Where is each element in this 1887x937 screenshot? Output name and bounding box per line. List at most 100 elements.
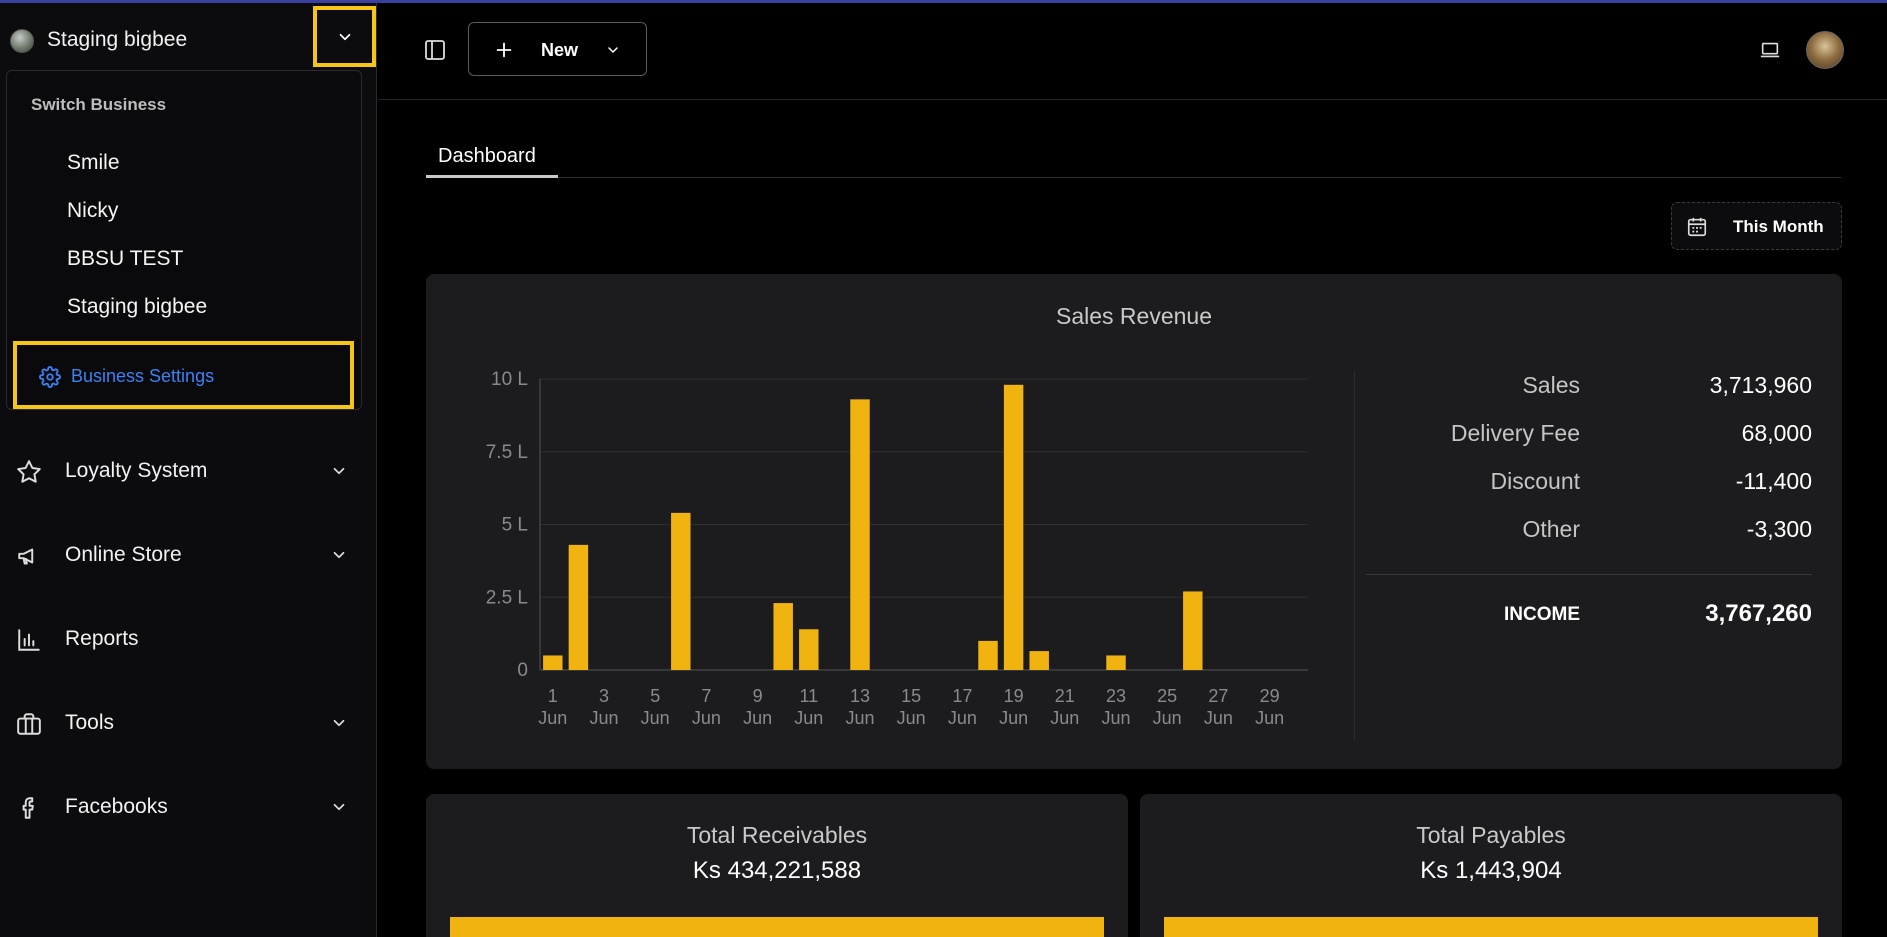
sidebar-item-reports[interactable]: Reports xyxy=(0,614,376,664)
business-settings-button[interactable]: Business Settings xyxy=(13,341,354,409)
payables-bar xyxy=(1164,917,1818,937)
business-option[interactable]: Nicky xyxy=(67,199,119,222)
business-avatar xyxy=(10,29,34,53)
bar-chart-icon xyxy=(18,629,40,651)
chevron-down-icon xyxy=(333,719,345,727)
chart-bar[interactable] xyxy=(850,399,870,670)
star-icon xyxy=(17,460,41,483)
laptop-icon[interactable] xyxy=(1758,39,1782,61)
x-tick-label: 5 Jun xyxy=(641,686,670,728)
business-option[interactable]: BBSU TEST xyxy=(67,247,184,270)
chart-summary-divider xyxy=(1354,370,1355,740)
sidebar-toggle-icon[interactable] xyxy=(423,38,447,62)
sales-revenue-chart: 0 2.5 L 5 L 7.5 L 10 L 1 Jun 3 Jun 5 Jun 7 Jun 9 Jun 11… xyxy=(486,369,1308,728)
sales-revenue-card: Sales Revenue 0 2.5 L 5 L 7.5 L 10 L 1 Jun 3 Jun… xyxy=(426,274,1842,769)
summary-label: Sales xyxy=(1522,372,1580,398)
x-tick-label: 25 Jun xyxy=(1153,686,1182,728)
x-tick-label: 7 Jun xyxy=(692,686,721,728)
x-tick-label: 3 Jun xyxy=(589,686,618,728)
megaphone-icon xyxy=(18,548,34,565)
summary-row-delivery-fee: Delivery Fee 68,000 xyxy=(1366,420,1812,450)
x-tick-label: 19 Jun xyxy=(999,686,1028,728)
facebook-icon xyxy=(22,797,34,819)
x-tick-label: 23 Jun xyxy=(1101,686,1130,728)
chart-bar[interactable] xyxy=(1029,651,1049,670)
business-switcher-toggle[interactable] xyxy=(313,6,376,67)
top-accent-line xyxy=(0,0,1887,3)
x-tick-label: 29 Jun xyxy=(1255,686,1284,728)
chart-bar[interactable] xyxy=(543,655,563,670)
x-tick-label: 13 Jun xyxy=(845,686,874,728)
sidebar-item-label: Facebooks xyxy=(65,795,168,818)
x-tick-label: 21 Jun xyxy=(1050,686,1079,728)
x-tick-label: 17 Jun xyxy=(948,686,977,728)
sidebar-item-online-store[interactable]: Online Store xyxy=(0,530,376,580)
chart-bar[interactable] xyxy=(1183,591,1203,670)
tab-label: Dashboard xyxy=(438,145,536,167)
briefcase-icon xyxy=(17,713,41,735)
y-tick-label: 2.5 L xyxy=(486,587,528,608)
sidebar-item-loyalty-system[interactable]: Loyalty System xyxy=(0,446,376,496)
period-selector-button[interactable]: This Month xyxy=(1671,202,1842,250)
y-tick-label: 10 L xyxy=(491,369,528,390)
sidebar-item-label: Online Store xyxy=(65,543,182,566)
sidebar-item-label: Reports xyxy=(65,627,139,650)
chart-bar[interactable] xyxy=(978,640,998,670)
summary-row-income: INCOME 3,767,260 xyxy=(1366,600,1812,630)
receivables-bar xyxy=(450,917,1104,937)
summary-row-discount: Discount -11,400 xyxy=(1366,468,1812,498)
business-switcher[interactable]: Staging bigbee xyxy=(0,3,377,73)
receivables-value: Ks 434,221,588 xyxy=(692,857,862,884)
business-option[interactable]: Staging bigbee xyxy=(67,295,208,318)
sidebar-item-label: Loyalty System xyxy=(65,459,208,482)
total-payables-card: Total Payables Ks 1,443,904 xyxy=(1140,794,1842,937)
summary-row-sales: Sales 3,713,960 xyxy=(1366,372,1812,402)
payables-title: Total Payables xyxy=(1416,822,1566,848)
x-tick-label: 1 Jun xyxy=(538,686,567,728)
chart-bar[interactable] xyxy=(1003,384,1024,670)
income-label: INCOME xyxy=(1504,604,1580,625)
business-settings-label: Business Settings xyxy=(71,366,215,386)
current-business-name[interactable]: Staging bigbee xyxy=(47,28,188,51)
chart-bar[interactable] xyxy=(568,544,589,670)
sales-revenue-title: Sales Revenue xyxy=(1056,303,1212,329)
calendar-icon xyxy=(1687,217,1707,237)
summary-row-other: Other -3,300 xyxy=(1366,516,1812,546)
summary-divider xyxy=(1366,574,1812,575)
chart-bar[interactable] xyxy=(671,512,691,670)
summary-value: 68,000 xyxy=(1741,420,1812,446)
sidebar-item-tools[interactable]: Tools xyxy=(0,698,376,748)
period-label: This Month xyxy=(1733,217,1824,236)
sidebar: Staging bigbee Switch Business Smile Nic… xyxy=(0,3,377,937)
x-tick-label: 15 Jun xyxy=(897,686,926,728)
business-option[interactable]: Smile xyxy=(67,151,120,174)
plus-icon xyxy=(496,42,512,58)
new-button[interactable]: New xyxy=(468,22,647,76)
sidebar-item-label: Tools xyxy=(65,711,115,734)
sidebar-item-facebooks[interactable]: Facebooks xyxy=(0,782,376,832)
summary-value: 3,713,960 xyxy=(1709,372,1812,398)
new-button-label: New xyxy=(541,40,579,60)
summary-value: -3,300 xyxy=(1746,516,1812,542)
business-switch-dropdown: Switch Business Smile Nicky BBSU TEST St… xyxy=(6,70,362,410)
summary-label: Other xyxy=(1522,516,1580,542)
chart-bar[interactable] xyxy=(1106,655,1126,670)
chevron-down-icon xyxy=(339,33,350,40)
x-tick-label: 27 Jun xyxy=(1204,686,1233,728)
chevron-down-icon xyxy=(333,467,345,475)
x-tick-label: 11 Jun xyxy=(794,686,823,728)
top-bar: New xyxy=(378,3,1887,100)
tab-bar: Dashboard xyxy=(426,140,1841,178)
summary-label: Delivery Fee xyxy=(1450,420,1580,446)
income-value: 3,767,260 xyxy=(1705,600,1812,627)
chevron-down-icon xyxy=(608,47,618,53)
summary-value: -11,400 xyxy=(1735,468,1812,494)
y-tick-label: 7.5 L xyxy=(486,442,528,463)
user-avatar[interactable] xyxy=(1806,31,1844,69)
chart-bar[interactable] xyxy=(799,629,819,670)
total-receivables-card: Total Receivables Ks 434,221,588 xyxy=(426,794,1128,937)
y-tick-label: 0 xyxy=(517,660,528,681)
tab-dashboard[interactable]: Dashboard xyxy=(426,140,558,178)
chart-bar[interactable] xyxy=(773,603,793,670)
switch-business-title: Switch Business xyxy=(31,95,167,114)
